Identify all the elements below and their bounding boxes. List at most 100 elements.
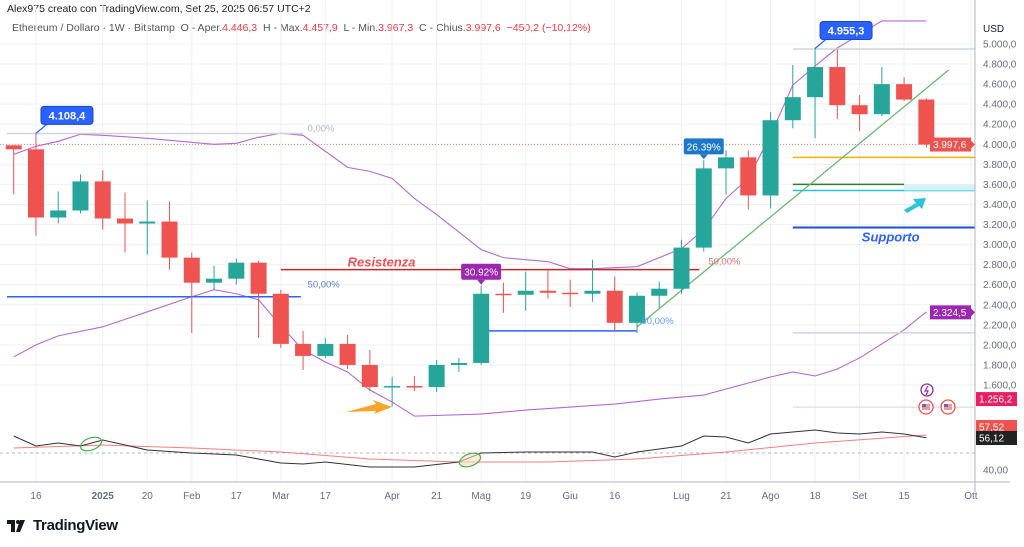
candle-up: [695, 168, 712, 248]
cyan-arrow-icon: [904, 198, 926, 213]
candle-up: [517, 290, 534, 295]
candle-down: [295, 343, 312, 356]
time-tick-label: 17: [320, 491, 332, 502]
candle-down: [918, 99, 935, 145]
time-tick-label: 21: [431, 491, 443, 502]
candle-up: [317, 343, 334, 356]
bollinger-bands: [13, 20, 927, 417]
candle-down: [250, 262, 267, 294]
rsi-highlight-ellipse: [458, 452, 482, 468]
candle-down: [406, 386, 423, 388]
price-value-label: 1.256,2: [979, 395, 1013, 406]
support-zone-rect: [904, 184, 975, 191]
candle-down: [361, 364, 378, 388]
time-tick-label: 16: [30, 491, 42, 502]
candle-down: [562, 292, 579, 295]
candle-down: [183, 257, 200, 283]
candle-up: [628, 295, 645, 323]
candle-down: [339, 343, 356, 365]
percent-callout-box: [683, 138, 724, 155]
time-tick-label: 19: [520, 491, 532, 502]
candle-up: [584, 290, 601, 294]
price-value-label-pointer: [971, 308, 975, 317]
candle-up: [384, 386, 401, 388]
high-label: H - Max.: [262, 22, 303, 34]
candle-up: [762, 120, 779, 196]
rsi-value-label-bg: [976, 420, 1017, 434]
percent-callout-text: 30.92%: [464, 268, 498, 279]
time-tick-label: Mag: [471, 491, 490, 502]
price-tick-label: 3.200,0: [983, 220, 1017, 231]
rsi-value-label: 56,12: [979, 434, 1004, 445]
us-flag-canton: [944, 404, 948, 407]
time-tick-label: 15: [899, 491, 911, 502]
candle-up: [651, 288, 668, 296]
high-callout-text: 4.108,4: [49, 110, 87, 122]
logo-text: TradingView: [33, 517, 118, 534]
open-label: O - Aper.: [180, 22, 223, 34]
time-tick-label: 18: [809, 491, 821, 502]
tradingview-logo-icon: [7, 519, 25, 532]
us-flag-canton: [922, 404, 926, 407]
change-value: −450,2 (−10,12%): [506, 22, 591, 34]
price-tick-label: 4.600,0: [983, 80, 1017, 91]
fib-level-label: 50,00%: [708, 257, 741, 268]
price-tick-label: 3.800,0: [983, 160, 1017, 171]
rsi-line: [13, 429, 927, 468]
price-tick-label: 2.800,0: [983, 260, 1017, 271]
price-tick-label: 2.200,0: [983, 320, 1017, 331]
time-tick-label: Lug: [673, 491, 690, 502]
symbol-legend: Ethereum / Dollaro · 1W · Bitstamp O - A…: [12, 22, 591, 34]
candle-up: [428, 364, 445, 388]
annotation-text: Resistenza: [348, 255, 416, 270]
fib-level-label: 50,00%: [308, 280, 341, 291]
price-tick-label: 3.000,0: [983, 240, 1017, 251]
candle-up: [473, 293, 490, 363]
price-value-label-bg: [930, 305, 971, 320]
candle-up: [718, 157, 735, 169]
rsi-tick-label: 40,00: [983, 466, 1008, 477]
lightning-glyph: [923, 385, 929, 396]
orange-arrow-icon: [346, 400, 392, 414]
candle-up: [72, 181, 89, 211]
price-tick-label: 2.600,0: [983, 280, 1017, 291]
fib-level-label: 0,00%: [308, 123, 335, 134]
time-tick-label: Feb: [183, 491, 201, 502]
tradingview-logo[interactable]: TradingView: [7, 517, 118, 534]
close-label: C - Chius.: [419, 22, 466, 34]
price-tick-label: 4.800,0: [983, 60, 1017, 71]
price-tick-label: 1.600,0: [983, 381, 1017, 392]
candle-up: [50, 210, 67, 218]
price-tick-label: 2.000,0: [983, 340, 1017, 351]
candle-down: [495, 293, 512, 296]
low-value: 3.967,3: [378, 22, 414, 34]
candle-up: [873, 84, 890, 115]
price-tick-label: 1.800,0: [983, 360, 1017, 371]
time-tick-label: Apr: [384, 491, 400, 502]
axes: 5.000,0 4.800,0 4.600,0 4.400,0 4.200,0 4.000…: [0, 0, 1017, 502]
symbol-name[interactable]: Ethereum / Dollaro · 1W · Bitstamp: [12, 22, 175, 34]
time-tick-label: 21: [720, 491, 732, 502]
candle-down: [5, 145, 22, 150]
currency-label: USD: [983, 24, 1004, 35]
price-tick-label: 3.400,0: [983, 200, 1017, 211]
price-tick-label: 4.200,0: [983, 120, 1017, 131]
candle-up: [228, 262, 245, 279]
price-tick-label: 2.400,0: [983, 300, 1017, 311]
candle-down: [606, 290, 623, 323]
candle-down: [851, 105, 868, 115]
lightning-event-icon: [920, 383, 934, 397]
percent-callout-pointer: [699, 154, 708, 160]
candle-up: [673, 247, 690, 289]
time-tick-label: Giu: [562, 491, 578, 502]
candle-down: [829, 67, 846, 106]
open-value: 4.446,3: [222, 22, 258, 34]
high-callout-box: [40, 105, 94, 125]
rsi-value-label: 57,52: [979, 423, 1004, 434]
candle-up: [206, 278, 223, 283]
candle-down: [539, 290, 556, 293]
candle-down: [272, 293, 289, 344]
price-tick-label: 5.000,0: [983, 40, 1017, 51]
candle-down: [740, 157, 757, 196]
